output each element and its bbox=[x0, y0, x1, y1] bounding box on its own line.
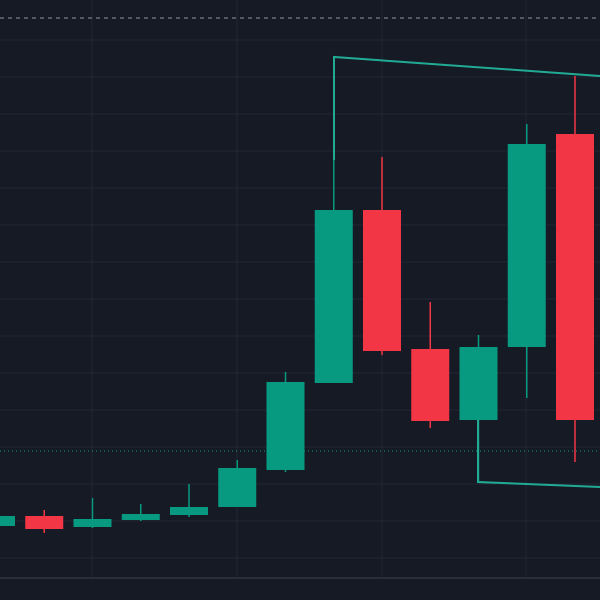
candle-body bbox=[121, 514, 160, 520]
grid bbox=[0, 0, 600, 578]
candle-body bbox=[507, 144, 546, 347]
candle-body bbox=[459, 347, 498, 420]
candle-body bbox=[25, 516, 64, 529]
candle-body bbox=[218, 468, 257, 507]
candle-body bbox=[411, 349, 450, 421]
candle-body bbox=[0, 516, 15, 526]
trend-line bbox=[477, 420, 600, 488]
candle-body bbox=[266, 382, 305, 470]
candles bbox=[0, 57, 594, 533]
candle-body bbox=[314, 210, 353, 383]
candle-body bbox=[170, 507, 208, 515]
candle-body bbox=[556, 134, 594, 420]
trend-line bbox=[333, 55, 600, 160]
drawings bbox=[333, 55, 600, 488]
candle-body bbox=[363, 210, 401, 351]
candle-body bbox=[73, 519, 112, 527]
